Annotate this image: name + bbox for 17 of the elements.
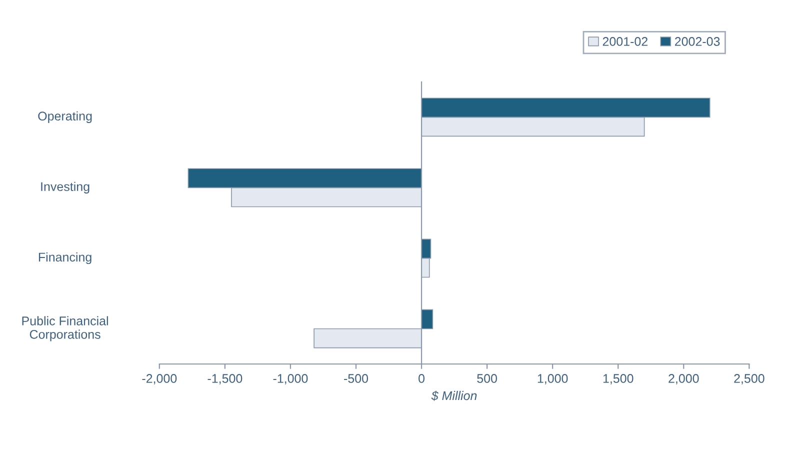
x-tick-label: -2,000 — [142, 374, 177, 384]
legend-label: 2001-02 — [602, 37, 648, 46]
x-axis-title: $ Million — [431, 390, 477, 401]
x-tick-label: -1,000 — [273, 374, 308, 384]
x-tick-label: 500 — [477, 374, 497, 383]
y-tick-label: Investing — [41, 182, 90, 194]
y-tick-label: Financing — [38, 252, 92, 264]
x-tick-label: 0 — [418, 374, 425, 383]
legend-label: 2002-03 — [674, 37, 720, 46]
x-tick-label: -500 — [344, 374, 368, 383]
x-tick-label: -1,500 — [208, 374, 242, 384]
y-tick-label: Operating — [38, 111, 92, 123]
y-tick-label: Public Financial Corporations — [22, 316, 108, 342]
x-tick-label: 2,500 — [734, 374, 764, 384]
x-tick-label: 1,000 — [538, 374, 568, 384]
x-tick-label: 2,000 — [668, 374, 699, 384]
x-tick-label: 1,500 — [603, 374, 634, 384]
